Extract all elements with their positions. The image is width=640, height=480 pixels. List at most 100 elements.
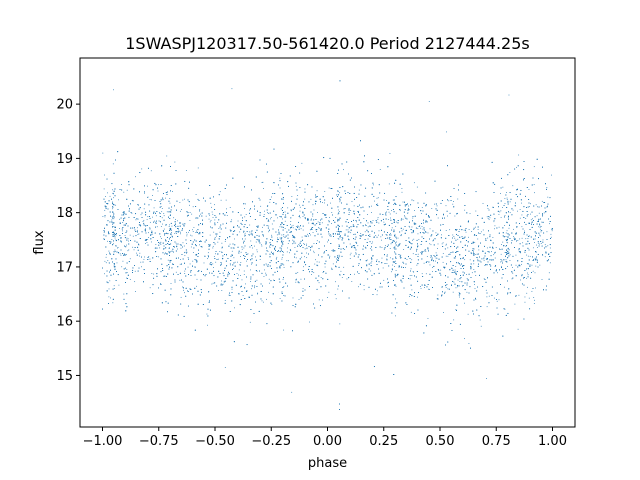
data-point [427,232,429,234]
data-point [337,218,339,220]
data-point [155,243,157,245]
data-point [146,219,148,221]
data-point [283,234,285,235]
data-point [468,343,470,344]
data-point [448,253,450,255]
data-point [318,227,320,229]
data-point [283,295,285,296]
data-point [402,218,404,220]
data-point [283,224,285,225]
data-point [539,264,541,266]
data-point [284,228,286,229]
data-point [113,264,115,266]
data-point [507,266,508,267]
data-point [522,242,524,244]
data-point [392,261,394,263]
data-point [312,204,314,206]
data-point [511,278,513,280]
data-point [482,229,484,231]
data-point [288,260,289,262]
data-point [366,214,368,215]
data-point [124,235,126,236]
data-point [352,233,354,235]
data-point [104,174,105,176]
data-point [256,279,258,281]
data-point [526,277,528,279]
data-point [229,263,231,265]
data-point [244,232,246,234]
data-point [332,263,334,265]
data-point [503,286,505,288]
data-point [104,209,106,211]
data-point [260,244,262,246]
data-point [507,293,508,295]
data-point [518,154,520,156]
data-point [441,234,442,236]
data-point [208,244,210,245]
data-point [192,231,194,232]
data-point [281,234,283,236]
data-point [401,188,403,189]
data-point [506,197,508,199]
data-point [505,239,507,240]
data-point [467,280,469,281]
data-point [399,210,401,212]
data-point [386,263,388,264]
data-point [281,258,283,260]
data-point [395,270,397,271]
data-point [267,220,269,222]
data-point [273,252,274,254]
data-point [147,216,149,218]
data-point [465,231,467,233]
data-point [366,265,368,267]
data-point [114,249,116,251]
data-point [534,257,536,259]
data-point [390,217,391,219]
data-point [386,211,387,213]
data-point [496,300,498,302]
data-point [437,294,439,296]
data-point [289,252,290,254]
data-point [358,210,359,212]
data-point [509,260,511,261]
data-point [257,226,259,228]
data-point [401,230,403,232]
data-point [221,290,223,291]
data-point [155,215,157,217]
data-point [265,272,267,274]
data-point [504,308,506,310]
data-point [245,214,247,215]
data-point [113,218,115,220]
data-point [525,218,527,219]
data-point [412,271,414,272]
data-point [420,227,422,229]
data-point [440,269,442,271]
data-point [409,278,411,280]
data-point [360,233,362,234]
data-point [417,296,418,298]
data-point [473,269,475,270]
data-point [117,247,118,249]
data-point [451,267,453,269]
data-point [539,235,541,237]
data-point [370,270,372,272]
data-point [115,234,117,236]
data-point [113,197,115,199]
data-point [445,255,447,257]
data-point [322,272,324,273]
data-point [102,152,104,154]
data-point [301,236,303,238]
data-point [266,298,267,300]
data-point [174,224,176,226]
data-point [370,222,372,224]
data-point [143,223,145,225]
data-point [431,208,433,209]
data-point [506,199,508,200]
data-point [222,283,224,285]
data-point [138,224,140,226]
data-point [251,288,252,290]
data-point [242,295,244,296]
data-point [187,290,188,292]
data-point [171,232,173,233]
data-point [389,257,391,259]
